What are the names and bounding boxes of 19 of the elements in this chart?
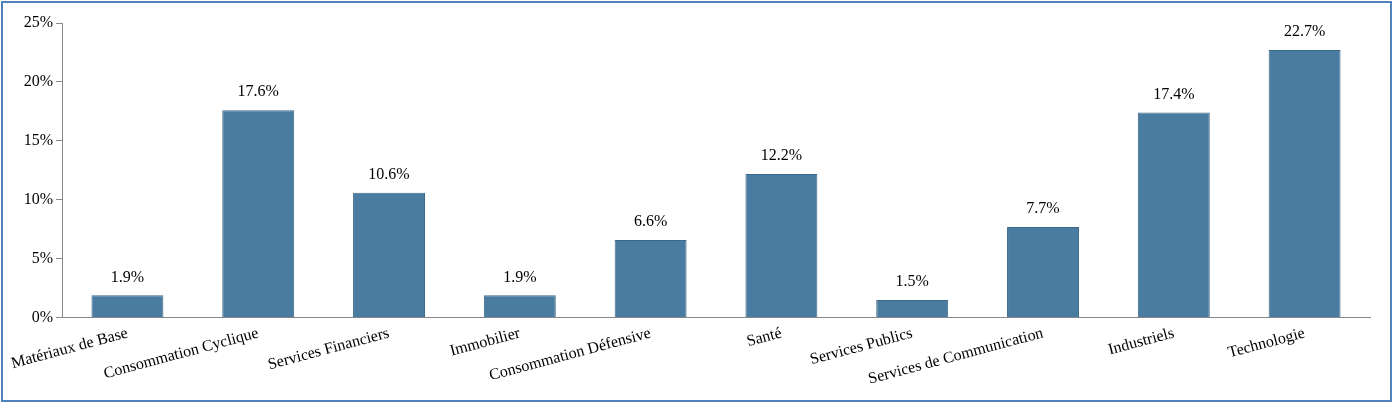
- data-label: 12.2%: [760, 146, 803, 164]
- y-tick-label: 5%: [31, 249, 54, 267]
- data-label: 6.6%: [633, 212, 668, 230]
- data-label: 10.6%: [368, 164, 410, 182]
- y-tick-label: 20%: [23, 72, 54, 90]
- y-tick-label: 0%: [31, 307, 54, 325]
- data-label: 7.7%: [1026, 199, 1060, 217]
- y-tick-label: 10%: [23, 190, 54, 208]
- x-tick-label: Services Financiers: [265, 323, 391, 373]
- x-tick-label: Industriels: [1106, 323, 1176, 358]
- y-tick-label: 25%: [23, 13, 54, 31]
- y-tick-label: 15%: [23, 131, 54, 149]
- data-label: 22.7%: [1283, 22, 1326, 40]
- data-label: 17.6%: [237, 82, 279, 100]
- data-label: 1.5%: [895, 272, 929, 290]
- x-tick-label: Santé: [744, 323, 784, 350]
- data-label: 17.4%: [1153, 84, 1195, 102]
- data-label: 1.9%: [503, 267, 537, 285]
- data-label: 1.9%: [110, 267, 145, 285]
